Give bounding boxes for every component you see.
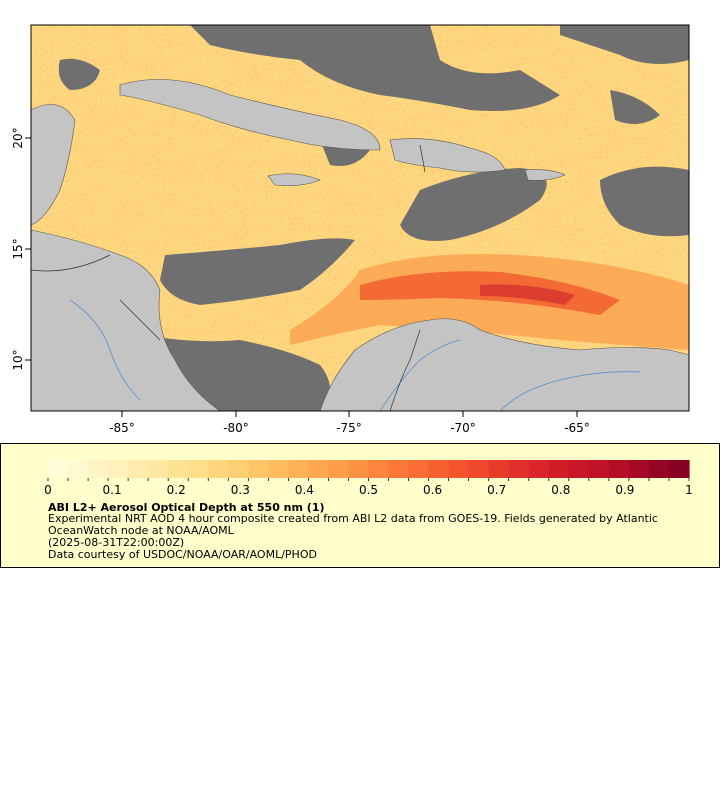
scale-label: 0.7 (487, 483, 506, 497)
scale-label: 0 (44, 483, 52, 497)
colorbar-cells (48, 460, 690, 478)
lat-tick-label: 15° (11, 238, 25, 259)
no-data-northeast-patch (610, 90, 660, 124)
no-data-central (400, 168, 547, 241)
lat-tick-label: 10° (11, 349, 25, 370)
colorbar-cell (168, 460, 189, 478)
colorbar-cell (108, 460, 129, 478)
colorbar-cell (68, 460, 89, 478)
lon-tick-label: -65° (564, 421, 590, 435)
legend-timestamp: (2025-08-31T22:00:00Z) (48, 536, 185, 549)
no-data-regions (31, 25, 689, 411)
colorbar-cell (208, 460, 229, 478)
colorbar-cell (148, 460, 169, 478)
border-1 (389, 329, 421, 411)
colorbar-cell (668, 460, 690, 478)
legend-description-line2: OceanWatch node at NOAA/AOML (48, 524, 234, 537)
colorbar-ticks (47, 478, 690, 481)
land-puerto-rico (524, 169, 566, 181)
legend-description-line1: Experimental NRT AOD 4 hour composite cr… (48, 512, 658, 525)
colorbar-cell (188, 460, 209, 478)
lon-tick-label: -70° (450, 421, 476, 435)
colorbar-cell (348, 460, 370, 478)
colorbar-cell (48, 460, 69, 478)
colorbar-cell (528, 460, 550, 478)
scale-label: 0.6 (423, 483, 442, 497)
legend-title: ABI L2+ Aerosol Optical Depth at 550 nm … (48, 501, 325, 514)
river-2 (499, 371, 641, 411)
colorbar-cell (628, 460, 650, 478)
map-panel: -85° -80° -75° -70° -65° 20° 15° 10° (11, 24, 690, 435)
colorbar-cell (268, 460, 289, 478)
colorbar-cell (508, 460, 530, 478)
colorbar-cell (428, 460, 450, 478)
legend-credit: Data courtesy of USDOC/NOAA/OAR/AOML/PHO… (48, 548, 317, 561)
border-2 (31, 254, 111, 272)
land-jamaica (267, 173, 321, 187)
land-cuba (119, 79, 381, 151)
river-1 (379, 339, 461, 411)
aod-plume-mid (290, 254, 689, 350)
colorbar-cell (228, 460, 249, 478)
land-hispaniola (389, 138, 506, 173)
colorbar-cell (568, 460, 590, 478)
scale-label: 1 (685, 483, 693, 497)
lon-tick-label: -75° (336, 421, 362, 435)
colorbar-cell (448, 460, 470, 478)
no-data-east (600, 166, 689, 237)
scale-label: 0.3 (231, 483, 250, 497)
no-data-west (160, 238, 355, 305)
colorbar-cell (308, 460, 330, 478)
lat-tick-label: 20° (11, 127, 25, 148)
colorbar-cell (468, 460, 490, 478)
lon-tick-label: -80° (223, 421, 249, 435)
colorbar-labels: 0 0.1 0.2 0.3 0.4 0.5 0.6 0.7 0.8 0.9 1 (44, 483, 693, 497)
river-3 (69, 299, 141, 401)
scale-label: 0.4 (295, 483, 314, 497)
scale-label: 0.9 (615, 483, 634, 497)
no-data-north (190, 25, 560, 111)
rivers (69, 299, 641, 411)
map-frame (30, 24, 690, 412)
colorbar-cell (548, 460, 570, 478)
aod-plume-peak (480, 284, 575, 305)
colorbar-cell (248, 460, 269, 478)
scale-label: 0.1 (103, 483, 122, 497)
land-masses (31, 79, 689, 411)
axis-ticks (25, 137, 578, 417)
no-data-east-north (560, 25, 689, 64)
colorbar-cell (488, 460, 510, 478)
scale-label: 0.2 (167, 483, 186, 497)
no-data-northwest-patch (58, 58, 100, 90)
colorbar-cell (328, 460, 350, 478)
colorbar-cell (288, 460, 310, 478)
land-yucatan (31, 104, 76, 226)
colorbar: 0 0.1 0.2 0.3 0.4 0.5 0.6 0.7 0.8 0.9 1 (44, 460, 693, 497)
land-south-america (319, 318, 689, 411)
border-3 (419, 144, 426, 173)
country-borders (31, 144, 426, 411)
colorbar-cell (368, 460, 390, 478)
colorbar-cell (128, 460, 149, 478)
scale-label: 0.5 (359, 483, 378, 497)
border-4 (119, 299, 161, 341)
legend-panel: 0 0.1 0.2 0.3 0.4 0.5 0.6 0.7 0.8 0.9 1 … (0, 443, 720, 568)
colorbar-cell (388, 460, 410, 478)
colorbar-cell (588, 460, 610, 478)
colorbar-cell (408, 460, 430, 478)
aod-map: -85° -80° -75° -70° -65° 20° 15° 10° (11, 24, 690, 435)
lon-tick-label: -85° (109, 421, 135, 435)
land-central-america (31, 229, 221, 411)
colorbar-cell (648, 460, 670, 478)
scale-label: 0.8 (551, 483, 570, 497)
colorbar-cell (88, 460, 109, 478)
colorbar-cell (608, 460, 630, 478)
